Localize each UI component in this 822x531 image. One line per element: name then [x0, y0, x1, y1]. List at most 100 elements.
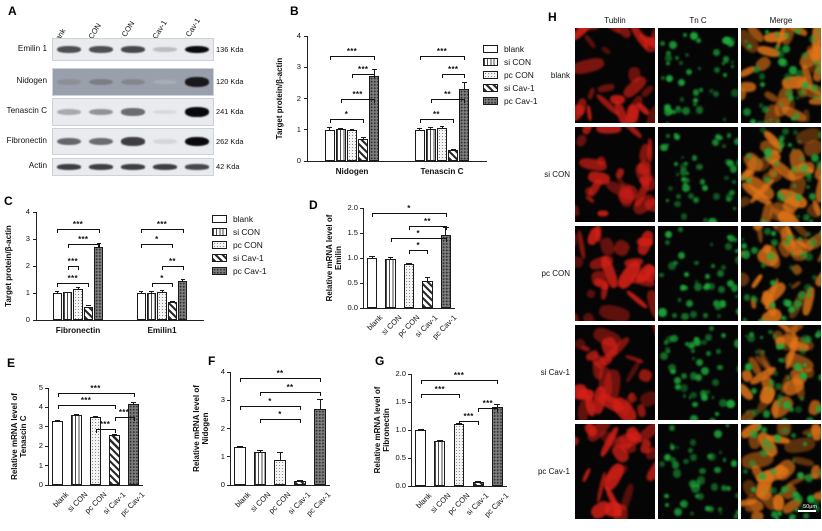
sig-tick-a-0: [260, 419, 261, 424]
y-ticklabel-0: 0: [220, 480, 225, 489]
punctum: [704, 274, 710, 280]
micrograph-pc-CON-tn-c: [658, 226, 738, 321]
punctum: [783, 401, 792, 409]
punctum: [748, 459, 756, 467]
y-tick-3: [303, 66, 307, 68]
punctum: [720, 332, 727, 339]
sig-stars-Nidogen-0: *: [344, 109, 349, 119]
y-ticklabel-0.5: 0.5: [347, 278, 358, 287]
panel-b-legend: blank si CON pc CON si Cav-1 pc Cav-1: [483, 42, 538, 107]
sig-tick-b-Tenascin C-2: [464, 73, 466, 78]
punctum: [692, 89, 700, 96]
punctum: [705, 506, 710, 511]
punctum: [760, 127, 766, 133]
sig-line-0: [95, 428, 115, 430]
sig-line-Emilin1-0: [151, 283, 173, 285]
y-tick-4: [32, 211, 36, 213]
punctum: [674, 161, 679, 167]
punctum: [798, 156, 804, 162]
errorcap-1-1: [149, 291, 154, 293]
errorcap-1: [436, 440, 443, 442]
punctum: [773, 434, 782, 442]
cell-blob: [582, 33, 597, 50]
punctum: [794, 494, 803, 503]
punctum: [670, 368, 677, 375]
punctum: [764, 147, 773, 156]
punctum: [685, 69, 692, 75]
punctum: [729, 189, 735, 196]
punctum: [735, 510, 738, 516]
punctum: [720, 265, 726, 271]
row-header-si-CON: si CON: [544, 169, 570, 179]
punctum: [708, 325, 715, 331]
sig-tick-a-3: [57, 392, 59, 397]
bar-Emilin1-pc-Cav-1: [178, 280, 188, 320]
punctum: [760, 263, 766, 269]
y-ticklabel-1: 1: [296, 124, 301, 134]
sig-tick-a-Fibronectin-2: [67, 244, 69, 249]
sig-tick-b-2: [320, 392, 321, 397]
punctum: [789, 66, 798, 75]
punctum: [778, 58, 786, 67]
punctum: [744, 363, 753, 371]
sig-line-2: [57, 405, 115, 407]
legend-label-si-CON: si CON: [504, 56, 531, 67]
punctum: [682, 394, 686, 398]
y-axis-label: Target protein/β-actin: [275, 57, 284, 140]
punctum: [724, 175, 730, 181]
punctum: [688, 396, 692, 399]
punctum: [700, 394, 708, 402]
punctum: [809, 218, 814, 222]
punctum: [665, 240, 671, 246]
y-tick-3: [226, 399, 230, 401]
cell-blob: [575, 56, 606, 77]
cell-blob: [575, 434, 581, 448]
punctum: [693, 338, 702, 347]
punctum: [733, 514, 738, 519]
sig-line-Tenascin C-3: [419, 56, 465, 57]
punctum: [768, 329, 773, 335]
errorbar-1-4: [463, 82, 465, 89]
punctum: [683, 32, 688, 37]
punctum: [665, 133, 670, 138]
errorbar-4: [496, 403, 498, 408]
punctum: [707, 453, 713, 460]
cell-blob: [636, 367, 654, 385]
punctum: [805, 185, 810, 190]
punctum: [750, 118, 757, 123]
punctum: [777, 358, 782, 363]
punctum: [694, 374, 702, 382]
punctum: [731, 180, 736, 185]
punctum: [718, 135, 724, 141]
sig-line-Emilin1-3: [141, 229, 183, 231]
y-ticklabel-0: 0: [296, 156, 301, 165]
bar-Nidogen-blank: [324, 129, 335, 161]
punctum: [790, 115, 796, 121]
punctum: [799, 396, 804, 401]
punctum: [776, 190, 784, 198]
y-tick-2: [44, 445, 48, 447]
punctum: [774, 32, 778, 36]
punctum: [680, 284, 686, 290]
sig-line-Nidogen-0: [329, 118, 364, 120]
punctum: [679, 500, 688, 509]
band-2-4: [185, 107, 209, 117]
punctum: [689, 479, 698, 488]
bar-pc-CON: [453, 424, 465, 486]
legend-swatch-pc-CON: [212, 240, 227, 249]
punctum: [743, 108, 752, 117]
punctum: [811, 274, 818, 281]
bar-si-CON: [71, 415, 82, 485]
punctum: [792, 147, 796, 152]
blot-kda-0: 136 Kda: [216, 44, 244, 54]
cell-blob: [577, 398, 591, 420]
punctum: [695, 494, 699, 498]
sig-tick-b-Emilin1-1: [182, 266, 184, 270]
cell-blob: [575, 132, 589, 149]
punctum: [799, 89, 806, 96]
punctum: [788, 283, 792, 286]
y-tick-3: [44, 426, 48, 428]
punctum: [764, 227, 772, 235]
punctum: [660, 351, 669, 360]
